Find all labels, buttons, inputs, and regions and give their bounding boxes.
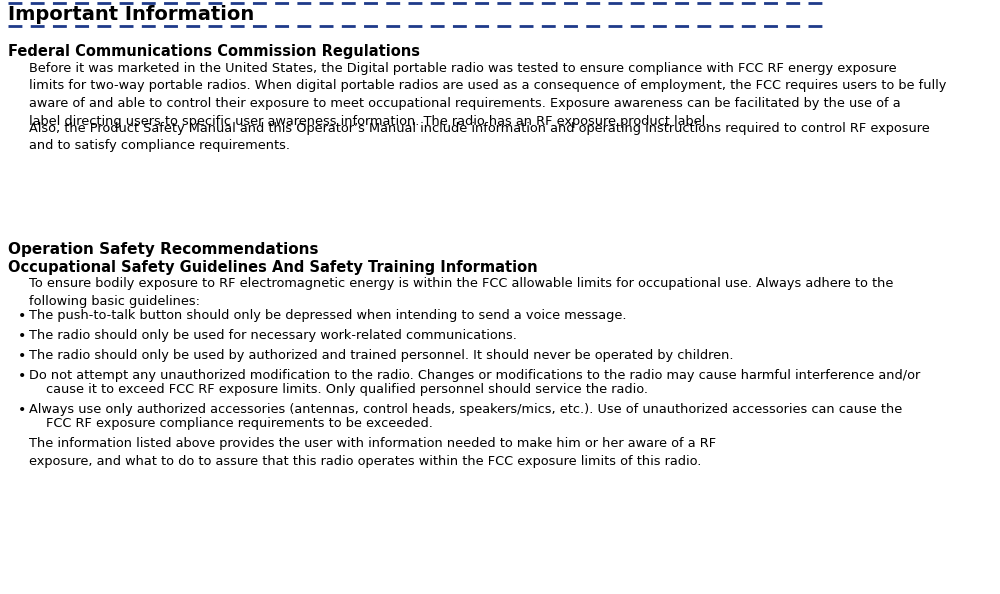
Text: The push-to-talk button should only be depressed when intending to send a voice : The push-to-talk button should only be d… — [29, 309, 627, 322]
Text: The radio should only be used by authorized and trained personnel. It should nev: The radio should only be used by authori… — [29, 349, 734, 362]
Text: •: • — [18, 349, 27, 363]
Text: Also, the Product Safety Manual and this Operator’s Manual include information a: Also, the Product Safety Manual and this… — [29, 122, 930, 153]
Text: cause it to exceed FCC RF exposure limits. Only qualified personnel should servi: cause it to exceed FCC RF exposure limit… — [46, 383, 648, 396]
Text: To ensure bodily exposure to RF electromagnetic energy is within the FCC allowab: To ensure bodily exposure to RF electrom… — [29, 277, 893, 308]
Text: Operation Safety Recommendations: Operation Safety Recommendations — [8, 242, 319, 257]
Text: The information listed above provides the user with information needed to make h: The information listed above provides th… — [29, 437, 716, 467]
Text: Do not attempt any unauthorized modification to the radio. Changes or modificati: Do not attempt any unauthorized modifica… — [29, 369, 920, 382]
Text: Occupational Safety Guidelines And Safety Training Information: Occupational Safety Guidelines And Safet… — [8, 260, 538, 275]
Text: Federal Communications Commission Regulations: Federal Communications Commission Regula… — [8, 44, 420, 59]
Text: FCC RF exposure compliance requirements to be exceeded.: FCC RF exposure compliance requirements … — [46, 417, 433, 430]
Text: Important Information: Important Information — [8, 5, 255, 24]
Text: •: • — [18, 369, 27, 383]
Text: Always use only authorized accessories (antennas, control heads, speakers/mics, : Always use only authorized accessories (… — [29, 403, 902, 416]
Text: Before it was marketed in the United States, the Digital portable radio was test: Before it was marketed in the United Sta… — [29, 62, 946, 128]
Text: •: • — [18, 403, 27, 417]
Text: •: • — [18, 309, 27, 323]
Text: The radio should only be used for necessary work-related communications.: The radio should only be used for necess… — [29, 329, 517, 342]
Text: •: • — [18, 329, 27, 343]
